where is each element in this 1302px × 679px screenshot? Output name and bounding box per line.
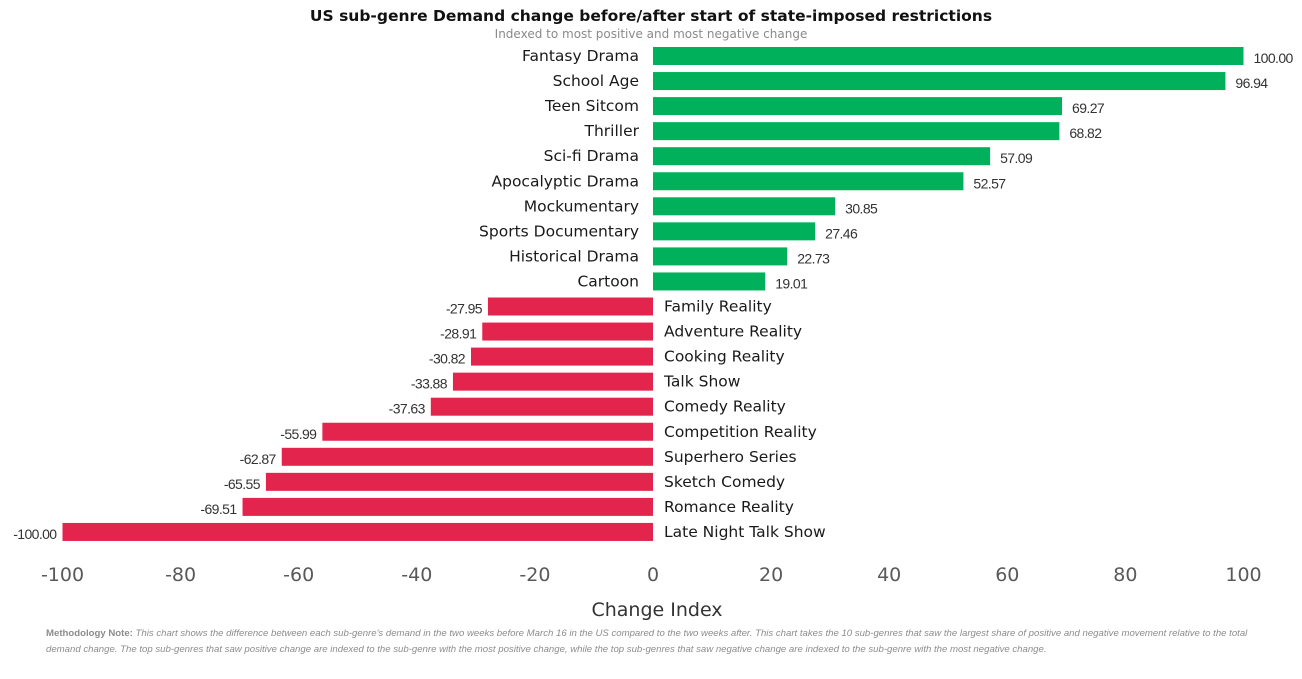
data-label: 96.94 xyxy=(1235,75,1268,91)
bar-fantasy-drama xyxy=(653,47,1244,65)
data-label: -69.51 xyxy=(200,501,237,517)
x-tick-label: 100 xyxy=(1225,564,1261,586)
bar-mockumentary xyxy=(653,197,836,216)
data-label: -27.95 xyxy=(446,301,483,317)
bar-cooking-reality xyxy=(471,347,653,366)
data-label: 100.00 xyxy=(1254,50,1294,66)
bar-sci-fi-drama xyxy=(653,147,991,166)
bar-comedy-reality xyxy=(430,397,653,416)
x-tick-label: -40 xyxy=(401,564,432,586)
data-label: 52.57 xyxy=(973,175,1006,191)
data-label: 22.73 xyxy=(797,250,830,266)
category-label: Mockumentary xyxy=(524,197,639,215)
x-tick-label: -20 xyxy=(519,564,550,586)
category-label: Historical Drama xyxy=(509,247,639,265)
bar-teen-sitcom xyxy=(653,97,1063,116)
bar-adventure-reality xyxy=(482,322,653,341)
category-label: Teen Sitcom xyxy=(544,97,639,115)
bar-apocalyptic-drama xyxy=(653,172,964,191)
data-label: 57.09 xyxy=(1000,150,1033,166)
data-label: -28.91 xyxy=(440,326,477,342)
methodology-text: This chart shows the difference between … xyxy=(46,628,1248,655)
category-label: Cartoon xyxy=(577,272,639,290)
x-tick-label: -100 xyxy=(41,564,84,586)
data-label: 30.85 xyxy=(845,200,878,216)
data-label: -100.00 xyxy=(13,526,57,542)
category-label: Talk Show xyxy=(663,373,741,391)
data-label: -55.99 xyxy=(280,426,317,442)
data-label: 27.46 xyxy=(825,225,858,241)
chart-title: US sub-genre Demand change before/after … xyxy=(309,7,993,25)
data-label: -33.88 xyxy=(411,376,448,392)
category-label: Thriller xyxy=(584,122,640,140)
bar-late-night-talk-show xyxy=(62,522,653,541)
chart-subtitle: Indexed to most positive and most negati… xyxy=(494,27,808,41)
x-tick-label: -80 xyxy=(165,564,196,586)
category-label: Family Reality xyxy=(664,298,772,316)
category-label: Cooking Reality xyxy=(664,348,785,366)
category-label: Romance Reality xyxy=(664,498,794,516)
bar-competition-reality xyxy=(322,422,653,441)
methodology-note: Methodology Note: This chart shows the d… xyxy=(46,626,1281,658)
category-label: Sci-fi Drama xyxy=(544,147,639,165)
data-label: 68.82 xyxy=(1069,125,1102,141)
category-label: Fantasy Drama xyxy=(522,47,639,65)
bar-family-reality xyxy=(487,297,653,316)
category-label: Competition Reality xyxy=(664,423,817,441)
category-label: Sketch Comedy xyxy=(664,473,785,491)
data-label: -62.87 xyxy=(240,451,277,467)
bar-sports-documentary xyxy=(653,222,816,241)
category-label: Apocalyptic Drama xyxy=(492,172,640,190)
category-label: Comedy Reality xyxy=(664,398,786,416)
category-label: School Age xyxy=(553,72,639,90)
data-label: -65.55 xyxy=(224,476,261,492)
x-tick-label: 60 xyxy=(995,564,1019,586)
x-tick-label: 20 xyxy=(759,564,783,586)
bar-superhero-series xyxy=(281,447,653,466)
bar-sketch-comedy xyxy=(265,472,653,491)
bar-historical-drama xyxy=(653,247,788,266)
bar-talk-show xyxy=(452,372,653,391)
x-tick-label: 40 xyxy=(877,564,901,586)
bar-romance-reality xyxy=(242,497,653,516)
methodology-label: Methodology Note: xyxy=(46,628,133,639)
category-label: Superhero Series xyxy=(664,448,797,466)
bar-thriller xyxy=(653,122,1060,141)
category-label: Adventure Reality xyxy=(664,323,802,341)
x-tick-label: 0 xyxy=(647,564,659,586)
category-label: Sports Documentary xyxy=(479,222,639,240)
x-axis-title: Change Index xyxy=(591,599,722,621)
data-label: 19.01 xyxy=(775,275,808,291)
data-label: -30.82 xyxy=(429,351,466,367)
bar-cartoon xyxy=(653,272,766,291)
bar-school-age xyxy=(653,72,1226,91)
category-label: Late Night Talk Show xyxy=(664,523,826,541)
x-tick-label: -60 xyxy=(283,564,314,586)
data-label: -37.63 xyxy=(389,401,426,417)
x-tick-label: 80 xyxy=(1113,564,1137,586)
data-label: 69.27 xyxy=(1072,100,1105,116)
